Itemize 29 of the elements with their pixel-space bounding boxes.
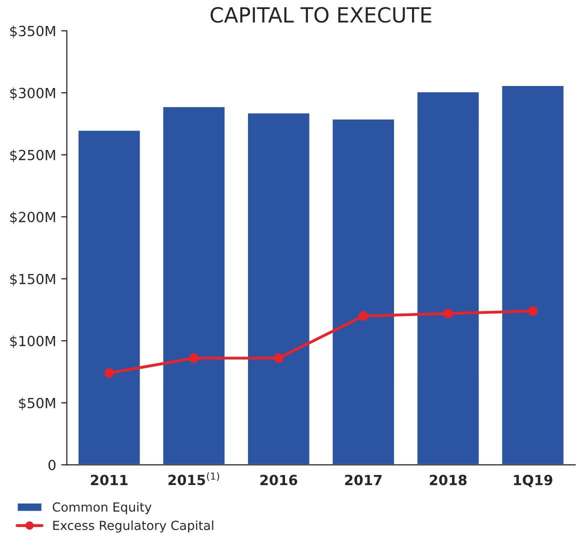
point [528,306,538,316]
bar [77,129,142,465]
y-tick-label: $350M [10,26,56,38]
y-tick-label: $150M [10,274,56,286]
point [104,368,114,378]
legend-label: Excess Regulatory Capital [53,520,214,533]
point [189,353,199,364]
point [274,353,284,364]
y-tick-label: $50M [19,398,56,410]
y-tick-label: $250M [10,150,56,162]
y-tick-label: $200M [10,212,56,224]
y-tick-label: $300M [10,88,56,100]
point [358,311,368,321]
bar [500,84,565,465]
point [443,308,453,318]
bar [246,112,311,465]
x-tick-label: 2016 [260,474,298,486]
chart-title: CAPITAL TO EXECUTE [210,7,432,23]
x-tick-label: 1Q19 [514,474,552,488]
x-tick-label: 2017 [345,474,382,486]
bar [416,90,480,465]
bar [162,106,226,465]
x-tick-label: 2011 [90,474,128,486]
legend-label: Common Equity [52,502,152,514]
x-tick-label: 2018 [430,474,467,486]
x-tick-label: 2015$^{(1)}$ [168,472,220,486]
y-tick-label: $100M [10,336,56,348]
y-tick-label: 0 [48,460,56,470]
bar [331,118,396,465]
